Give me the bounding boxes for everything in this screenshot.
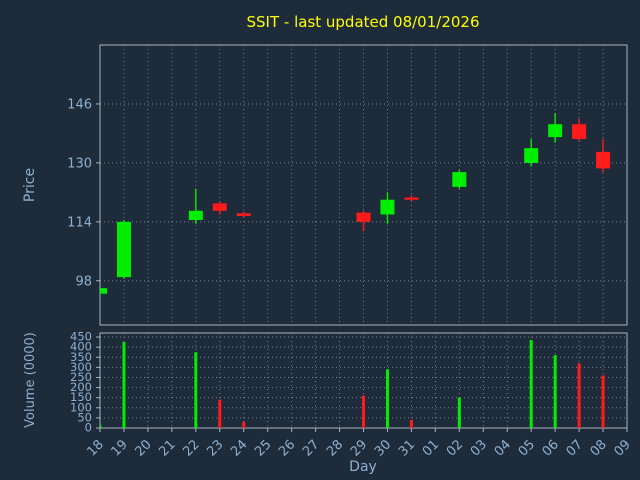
candle-body (380, 199, 395, 215)
candle-body (524, 148, 539, 163)
price-tick-label-130: 130 (67, 156, 92, 171)
volume-bar-29 (362, 395, 365, 428)
candle-02 (452, 170, 467, 189)
volume-tick-label-300: 300 (70, 360, 92, 374)
candle-body (188, 210, 203, 220)
volume-tick-label-100: 100 (70, 400, 92, 414)
price-tick-label-146: 146 (67, 97, 92, 112)
price-panel-border (99, 44, 628, 326)
volume-bar-18 (100, 424, 102, 428)
price-tick-label-114: 114 (67, 215, 92, 230)
axes-layer: 9811413014605010015020025030035040045018… (67, 44, 634, 460)
candle-body (236, 213, 251, 216)
candle-body (356, 212, 371, 222)
volume-bar-19 (122, 342, 126, 428)
candle-18 (100, 286, 107, 296)
volume-bar-24 (242, 421, 246, 428)
volume-bar-31 (409, 419, 413, 428)
candle-body (596, 151, 611, 169)
volume-tick-label-0: 0 (85, 421, 92, 435)
volume-bar-07 (577, 363, 581, 428)
volume-bar-06 (553, 355, 557, 428)
volume-bar-05 (529, 340, 533, 428)
volume-bars-layer (100, 340, 605, 428)
price-tick-label-98: 98 (75, 274, 92, 289)
candle-body (404, 197, 419, 200)
volume-axis-label: Volume (0000) (23, 332, 38, 428)
candle-29 (356, 210, 371, 232)
volume-bar-30 (385, 369, 389, 428)
candle-19 (116, 220, 131, 279)
candle-body (212, 203, 227, 211)
volume-tick-label-50: 50 (77, 410, 92, 424)
volume-bar-22 (194, 352, 198, 428)
candle-31 (404, 195, 419, 202)
candle-body (116, 221, 131, 278)
candle-24 (236, 211, 251, 218)
x-axis-label: Day (349, 459, 377, 475)
candle-22 (188, 188, 203, 224)
candle-08 (596, 138, 611, 173)
volume-bar-08 (601, 375, 605, 428)
candle-body (548, 124, 563, 138)
volume-bar-23 (218, 399, 222, 428)
candle-body (572, 124, 587, 139)
volume-tick-label-200: 200 (70, 380, 92, 394)
candle-23 (212, 201, 227, 215)
volume-tick-label-400: 400 (70, 340, 92, 354)
candle-30 (380, 192, 395, 224)
candle-07 (572, 118, 587, 141)
candle-body (100, 288, 107, 294)
volume-bar-02 (457, 397, 461, 428)
volume-tick-label-350: 350 (70, 350, 92, 364)
candle-body (452, 172, 467, 187)
candle-06 (548, 113, 563, 143)
price-axis-label: Price (22, 168, 38, 202)
volume-tick-label-250: 250 (70, 370, 92, 384)
volume-tick-label-150: 150 (70, 390, 92, 404)
candles-layer (100, 113, 611, 296)
candle-05 (524, 138, 539, 167)
chart-title: SSIT - last updated 08/01/2026 (247, 13, 480, 31)
volume-tick-label-450: 450 (70, 330, 92, 344)
